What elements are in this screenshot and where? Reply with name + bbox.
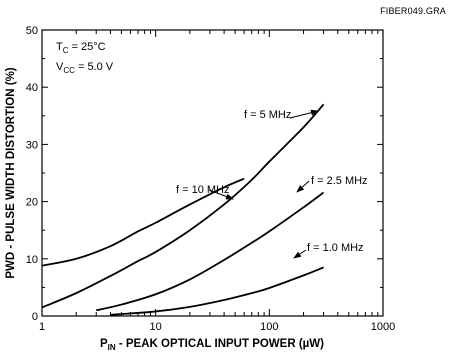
x-tick-label: 100 (260, 321, 278, 333)
condition-tc: TC = 25°C (56, 41, 106, 55)
tick-labels: 0 10 20 30 40 50 1 10 100 1000 (26, 25, 395, 333)
y-tick-label: 20 (26, 197, 38, 209)
x-tick-label: 1000 (371, 321, 395, 333)
series-line-f-10-mhz (41, 177, 245, 267)
x-axis-title: PIN - PEAK OPTICAL INPUT POWER (µW) (100, 338, 324, 352)
x-tick-label: 10 (150, 321, 162, 333)
curve-label-f-2-5-mhz: f = 2.5 MHz (311, 175, 368, 187)
curve-label-arrow (208, 189, 234, 200)
y-tick-label: 30 (26, 139, 38, 151)
curve-label-arrow (296, 180, 310, 193)
curve-label-f-1-0-mhz: f = 1.0 MHz (307, 242, 364, 254)
y-tick-label: 10 (26, 254, 38, 266)
y-axis-title: PWD - PULSE WIDTH DISTORTION (%) (5, 67, 17, 278)
condition-vcc: VCC = 5.0 V (56, 61, 114, 75)
y-tick-label: 40 (26, 82, 38, 94)
y-tick-label: 50 (26, 25, 38, 37)
series-line-f-5-mhz (41, 103, 325, 309)
figure-id: FIBER049.GRA (380, 6, 446, 16)
series-line-f-2-5-mhz (96, 191, 325, 312)
y-tick-label: 0 (32, 311, 38, 323)
x-tick-label: 1 (39, 321, 45, 333)
series-line-f-1-0-mhz (110, 266, 324, 316)
curve-label-f-5-mhz: f = 5 MHz (244, 109, 291, 121)
axis-ticks (41, 29, 383, 317)
series-lines (41, 103, 325, 316)
curve-label-arrow (289, 109, 319, 119)
curve-label-arrow (293, 249, 307, 259)
